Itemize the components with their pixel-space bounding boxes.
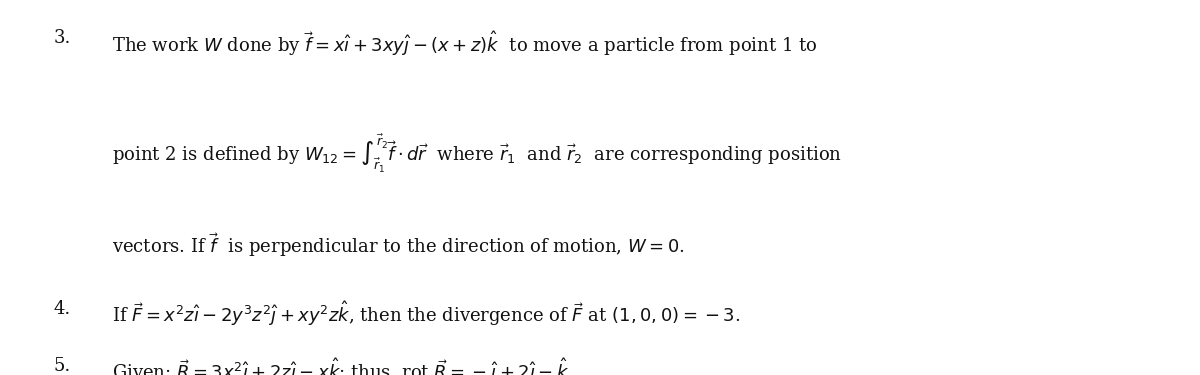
Text: 5.: 5.: [53, 357, 71, 375]
Text: point 2 is defined by $W_{12} = \int_{\vec{r}_1}^{\vec{r}_2} \vec{f} \cdot d\vec: point 2 is defined by $W_{12} = \int_{\v…: [112, 132, 842, 175]
Text: The work $W$ done by $\vec{f} = x\hat{\imath} + 3xy\hat{\jmath} - (x + z)\hat{k}: The work $W$ done by $\vec{f} = x\hat{\i…: [112, 30, 817, 58]
Text: vectors. If $\vec{f}$  is perpendicular to the direction of motion, $W = 0$.: vectors. If $\vec{f}$ is perpendicular t…: [112, 232, 685, 260]
Text: Given: $\vec{R} = 3x^2\hat{\imath} + 2z\hat{\jmath} - x\hat{k}$; thus, rot $\vec: Given: $\vec{R} = 3x^2\hat{\imath} + 2z\…: [112, 357, 572, 375]
Text: If $\vec{F} = x^2z\hat{\imath} - 2y^3z^2\hat{\jmath} + xy^2z\hat{k}$, then the d: If $\vec{F} = x^2z\hat{\imath} - 2y^3z^2…: [112, 300, 740, 328]
Text: 3.: 3.: [53, 30, 71, 48]
Text: 4.: 4.: [53, 300, 71, 318]
